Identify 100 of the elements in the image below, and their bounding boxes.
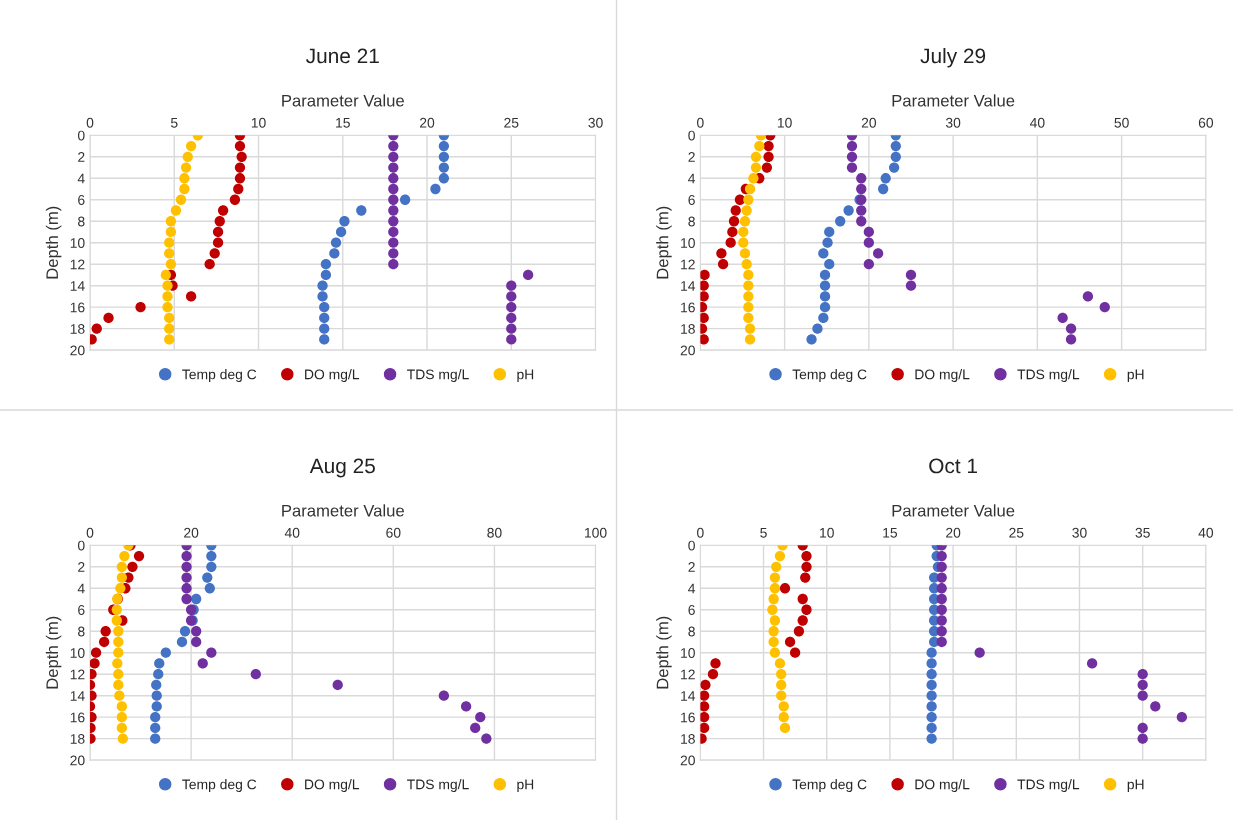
y-tick-label: 10 xyxy=(681,238,695,248)
y-axis-title: Depth (m) xyxy=(45,616,62,689)
legend-label: TDS mg/L xyxy=(407,779,469,793)
x-tick-label: 20 xyxy=(184,527,199,538)
x-tick-label: 0 xyxy=(697,527,704,538)
y-tick-label: 20 xyxy=(70,345,85,356)
x-tick-label: 15 xyxy=(883,528,898,538)
y-tick-label: 8 xyxy=(78,626,85,637)
y-tick-label: 4 xyxy=(688,173,696,184)
x-tick-label: 40 xyxy=(284,527,300,538)
x-tick-label: 40 xyxy=(1029,117,1045,128)
x-axis-title: Parameter Value xyxy=(282,94,404,107)
y-tick-label: 18 xyxy=(70,323,85,334)
y-tick-label: 8 xyxy=(688,216,695,227)
y-tick-label: 12 xyxy=(70,669,85,680)
legend-label: Temp deg C xyxy=(792,779,867,793)
y-tick-label: 20 xyxy=(680,755,695,766)
x-tick-label: 50 xyxy=(1114,117,1129,128)
x-tick-label: 35 xyxy=(1135,527,1150,538)
x-tick-label: 0 xyxy=(697,117,704,128)
legend-label: pH xyxy=(517,369,534,383)
legend-label: Temp deg C xyxy=(182,779,257,793)
y-tick-label: 18 xyxy=(681,323,695,334)
legend-label: DO mg/L xyxy=(305,369,360,383)
y-axis-title: Depth (m) xyxy=(656,206,672,279)
legend-label: Temp deg C xyxy=(792,369,867,383)
y-tick-label: 6 xyxy=(78,605,85,615)
y-tick-label: 12 xyxy=(681,669,695,680)
y-tick-label: 0 xyxy=(688,130,695,141)
x-tick-label: 30 xyxy=(1072,527,1087,538)
y-tick-label: 10 xyxy=(70,648,85,658)
x-tick-label: 60 xyxy=(386,527,401,538)
legend-label: DO mg/L xyxy=(915,369,970,383)
x-tick-label: 10 xyxy=(820,527,834,538)
y-tick-label: 2 xyxy=(78,152,85,162)
y-axis-title: Depth (m) xyxy=(45,206,62,279)
y-tick-label: 8 xyxy=(688,626,695,637)
x-tick-label: 0 xyxy=(86,117,94,128)
x-tick-label: 20 xyxy=(420,117,435,128)
x-tick-label: 40 xyxy=(1198,527,1214,538)
y-tick-label: 16 xyxy=(70,302,85,313)
y-axis-title: Depth (m) xyxy=(656,616,672,689)
y-tick-label: 12 xyxy=(681,259,695,270)
y-tick-label: 8 xyxy=(78,216,85,227)
x-tick-label: 25 xyxy=(1009,527,1024,538)
y-tick-label: 14 xyxy=(681,691,696,701)
chart-title: June 21 xyxy=(306,48,379,64)
y-tick-label: 4 xyxy=(77,173,85,184)
y-tick-label: 14 xyxy=(70,281,85,291)
x-tick-label: 15 xyxy=(336,118,350,128)
y-tick-label: 0 xyxy=(688,540,695,551)
x-tick-label: 80 xyxy=(487,527,502,538)
y-tick-label: 6 xyxy=(688,195,695,205)
legend-label: pH xyxy=(1127,779,1144,793)
x-tick-label: 25 xyxy=(504,117,519,128)
x-tick-label: 10 xyxy=(251,117,266,128)
legend-label: DO mg/L xyxy=(305,779,360,793)
y-tick-label: 2 xyxy=(688,152,695,162)
legend-label: TDS mg/L xyxy=(407,369,469,383)
y-tick-label: 12 xyxy=(70,259,85,270)
y-tick-label: 16 xyxy=(681,302,695,313)
x-tick-label: 10 xyxy=(777,117,792,128)
y-tick-label: 18 xyxy=(681,733,695,744)
chart-title: Oct 1 xyxy=(929,458,977,474)
legend-label: pH xyxy=(517,779,534,793)
legend-label: TDS mg/L xyxy=(1017,779,1080,793)
x-axis-title: Parameter Value xyxy=(282,504,404,517)
x-tick-label: 30 xyxy=(588,117,603,128)
y-tick-label: 4 xyxy=(77,583,85,594)
x-tick-label: 20 xyxy=(946,527,961,538)
y-tick-label: 2 xyxy=(78,562,85,572)
x-axis-title: Parameter Value xyxy=(892,94,1015,107)
x-tick-label: 30 xyxy=(945,117,961,128)
y-tick-label: 16 xyxy=(70,712,85,723)
y-tick-label: 6 xyxy=(78,195,85,205)
y-tick-label: 20 xyxy=(680,345,695,356)
y-tick-label: 6 xyxy=(688,605,695,615)
y-tick-label: 4 xyxy=(688,583,696,594)
y-tick-label: 20 xyxy=(70,755,85,766)
x-axis-title: Parameter Value xyxy=(892,504,1015,517)
y-tick-label: 18 xyxy=(70,733,85,744)
x-tick-label: 60 xyxy=(1198,117,1214,128)
y-tick-label: 14 xyxy=(70,691,85,701)
legend-label: pH xyxy=(1127,369,1144,383)
legend-label: DO mg/L xyxy=(915,779,970,793)
x-tick-label: 5 xyxy=(760,528,767,538)
y-tick-label: 16 xyxy=(681,712,695,723)
legend-label: TDS mg/L xyxy=(1017,369,1080,383)
y-tick-label: 10 xyxy=(681,648,695,658)
y-tick-label: 0 xyxy=(77,130,85,141)
x-tick-label: 20 xyxy=(861,117,877,128)
x-tick-label: 0 xyxy=(86,527,94,538)
chart-title: Aug 25 xyxy=(309,458,375,478)
y-tick-label: 0 xyxy=(77,540,85,551)
legend-label: Temp deg C xyxy=(182,369,257,383)
y-tick-label: 2 xyxy=(688,562,695,572)
y-tick-label: 10 xyxy=(70,238,85,248)
y-tick-label: 14 xyxy=(681,281,696,291)
x-tick-label: 100 xyxy=(585,527,607,538)
x-tick-label: 5 xyxy=(170,118,178,128)
